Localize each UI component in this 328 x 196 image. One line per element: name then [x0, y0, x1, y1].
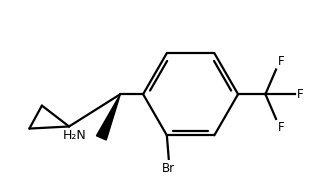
Text: H₂N: H₂N: [63, 130, 87, 142]
Text: Br: Br: [162, 162, 175, 175]
Polygon shape: [96, 94, 120, 140]
Text: F: F: [297, 88, 304, 101]
Text: F: F: [278, 121, 285, 134]
Text: F: F: [278, 55, 285, 68]
